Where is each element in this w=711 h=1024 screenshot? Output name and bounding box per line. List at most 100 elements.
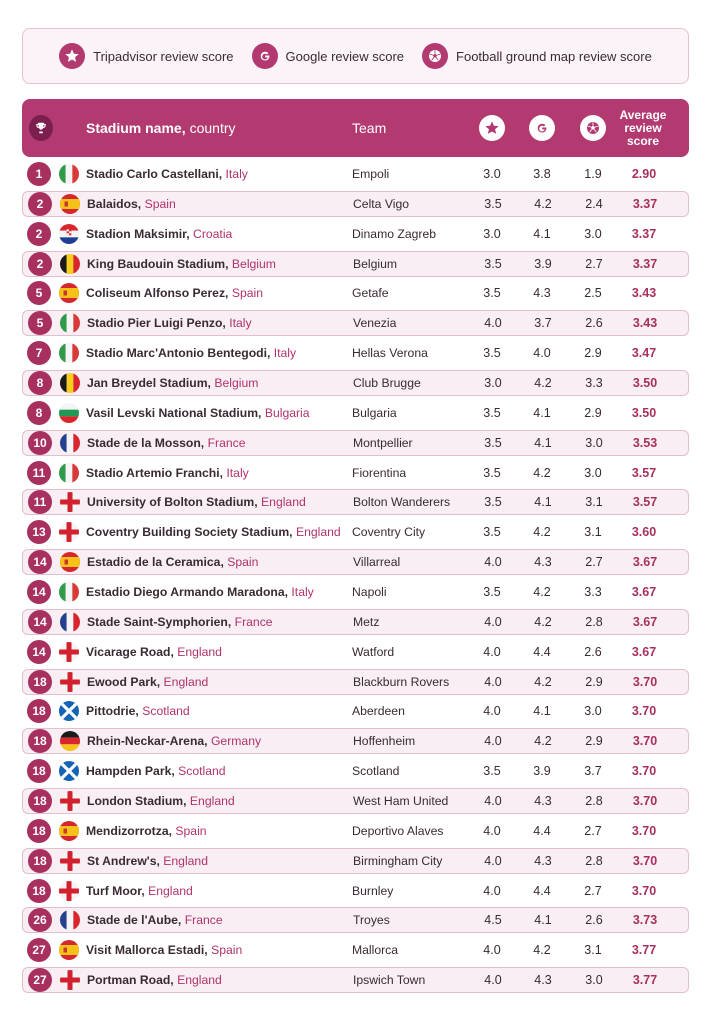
football-score: 2.7 bbox=[585, 555, 603, 570]
team-name: Mallorca bbox=[352, 943, 399, 958]
header-country-label: country bbox=[189, 120, 236, 136]
belgium-flag-icon bbox=[60, 253, 80, 274]
rank-badge: 5 bbox=[28, 311, 52, 336]
stadium-label: London Stadium, bbox=[87, 794, 187, 809]
stadium-label: Portman Road, bbox=[87, 973, 174, 988]
england-flag-icon bbox=[60, 970, 80, 991]
stadium-name: Rhein-Neckar-Arena, Germany bbox=[87, 729, 261, 753]
average-score: 3.70 bbox=[631, 823, 657, 838]
tripadvisor-score: 3.5 bbox=[483, 585, 501, 600]
table-row: 14 Estadio Diego Armando Maradona, Italy N… bbox=[22, 579, 689, 605]
google-score: 3.9 bbox=[534, 256, 552, 271]
italy-flag-icon bbox=[59, 343, 79, 364]
football-score: 2.7 bbox=[584, 883, 602, 898]
stadium-name: Balaidos, Spain bbox=[87, 192, 176, 216]
rank-badge: 11 bbox=[28, 490, 52, 515]
google-score: 4.1 bbox=[533, 226, 551, 241]
average-score: 3.37 bbox=[632, 196, 658, 211]
rank-badge: 8 bbox=[28, 371, 52, 396]
google-score: 4.2 bbox=[534, 196, 552, 211]
rank-badge: 27 bbox=[27, 938, 51, 963]
table-row: 1 Stadio Carlo Castellani, Italy Empoli 3.0… bbox=[22, 161, 689, 187]
rank-badge: 13 bbox=[27, 520, 51, 545]
google-score: 3.9 bbox=[533, 764, 551, 779]
legend-football-label: Football ground map review score bbox=[456, 48, 652, 64]
stadium-label: Rhein-Neckar-Arena, bbox=[87, 734, 208, 749]
table-row: 27 Portman Road, England Ipswich Town 4.0 4.… bbox=[22, 967, 689, 994]
country-label: England bbox=[295, 525, 341, 540]
legend-google-label: Google review score bbox=[285, 48, 405, 64]
stadium-label: Stade de la Mosson, bbox=[87, 435, 205, 450]
table-row: 18 Pittodrie, Scotland Aberdeen 4.0 4.1 3.0 3.… bbox=[22, 698, 689, 724]
spain-flag-icon bbox=[60, 552, 80, 573]
stadium-label: Turf Moor, bbox=[86, 883, 145, 898]
football-score: 2.7 bbox=[584, 823, 602, 838]
country-label: Italy bbox=[291, 585, 314, 600]
country-label: Belgium bbox=[231, 256, 276, 271]
average-score: 3.67 bbox=[632, 614, 658, 629]
football-score: 2.5 bbox=[584, 286, 602, 301]
stadium-label: Pittodrie, bbox=[86, 704, 139, 719]
average-score: 3.50 bbox=[632, 376, 658, 391]
football-score: 3.0 bbox=[585, 435, 603, 450]
stadium-name: Stadio Marc'Antonio Bentegodi, Italy bbox=[86, 340, 296, 366]
stadium-name: Stadion Maksimir, Croatia bbox=[86, 221, 232, 247]
rank-badge: 7 bbox=[27, 341, 51, 366]
stadium-name: Coliseum Alfonso Perez, Spain bbox=[86, 280, 263, 306]
country-label: England bbox=[163, 674, 209, 689]
country-label: Scotland bbox=[142, 704, 190, 719]
google-score: 4.2 bbox=[534, 674, 552, 689]
team-name: Villarreal bbox=[353, 555, 401, 570]
legend-google: Google review score bbox=[251, 43, 405, 69]
rank-badge: 18 bbox=[28, 729, 52, 754]
italy-flag-icon bbox=[59, 582, 79, 603]
belgium-flag-icon bbox=[60, 373, 80, 394]
rank-badge: 8 bbox=[27, 400, 51, 425]
germany-flag-icon bbox=[60, 731, 80, 752]
france-flag-icon bbox=[60, 611, 80, 632]
average-score: 3.70 bbox=[631, 883, 657, 898]
rank-badge: 18 bbox=[28, 669, 52, 694]
stadium-name: Stadio Artemio Franchi, Italy bbox=[86, 460, 249, 486]
spain-flag-icon bbox=[59, 940, 79, 961]
team-name: Belgium bbox=[353, 256, 398, 271]
google-score: 4.2 bbox=[534, 614, 552, 629]
tripadvisor-score: 3.5 bbox=[484, 196, 502, 211]
team-name: West Ham United bbox=[353, 794, 449, 809]
tripadvisor-score: 4.0 bbox=[483, 823, 501, 838]
average-score: 3.77 bbox=[632, 973, 658, 988]
stadium-label: Balaidos, bbox=[87, 196, 142, 211]
rank-badge: 18 bbox=[27, 878, 51, 903]
average-score: 3.43 bbox=[631, 286, 657, 301]
tripadvisor-score: 4.0 bbox=[484, 973, 502, 988]
google-score: 4.4 bbox=[533, 883, 551, 898]
average-score: 3.77 bbox=[631, 943, 657, 958]
google-score: 4.4 bbox=[533, 644, 551, 659]
stadium-name: Estadio de la Ceramica, Spain bbox=[87, 550, 258, 574]
google-score: 4.2 bbox=[533, 465, 551, 480]
average-score: 2.90 bbox=[631, 167, 657, 181]
country-label: France bbox=[207, 435, 246, 450]
legend: Tripadvisor review score Google review s… bbox=[22, 28, 689, 84]
table-row: 11 Stadio Artemio Franchi, Italy Fiorentin… bbox=[22, 460, 689, 486]
stadium-name: Stade de la Mosson, France bbox=[87, 431, 246, 455]
google-score: 4.0 bbox=[533, 346, 551, 361]
football-score: 2.6 bbox=[585, 316, 603, 331]
header-average: Average review score bbox=[610, 99, 676, 157]
tripadvisor-score: 4.5 bbox=[484, 913, 502, 928]
star-icon bbox=[59, 43, 86, 69]
google-score: 4.3 bbox=[534, 973, 552, 988]
google-score: 4.2 bbox=[533, 585, 551, 600]
england-flag-icon bbox=[59, 880, 79, 901]
spain-flag-icon bbox=[60, 193, 80, 214]
stadium-label: Mendizorrotza, bbox=[86, 823, 172, 838]
tripadvisor-score: 3.5 bbox=[483, 764, 501, 779]
average-score: 3.70 bbox=[632, 853, 658, 868]
country-label: France bbox=[234, 614, 273, 629]
team-name: Club Brugge bbox=[353, 376, 421, 391]
football-score: 3.1 bbox=[585, 495, 603, 510]
table-row: 2 King Baudouin Stadium, Belgium Belgium 3.… bbox=[22, 250, 689, 277]
tripadvisor-score: 3.5 bbox=[483, 286, 501, 301]
team-name: Burnley bbox=[352, 883, 394, 898]
tripadvisor-score: 4.0 bbox=[483, 704, 501, 719]
